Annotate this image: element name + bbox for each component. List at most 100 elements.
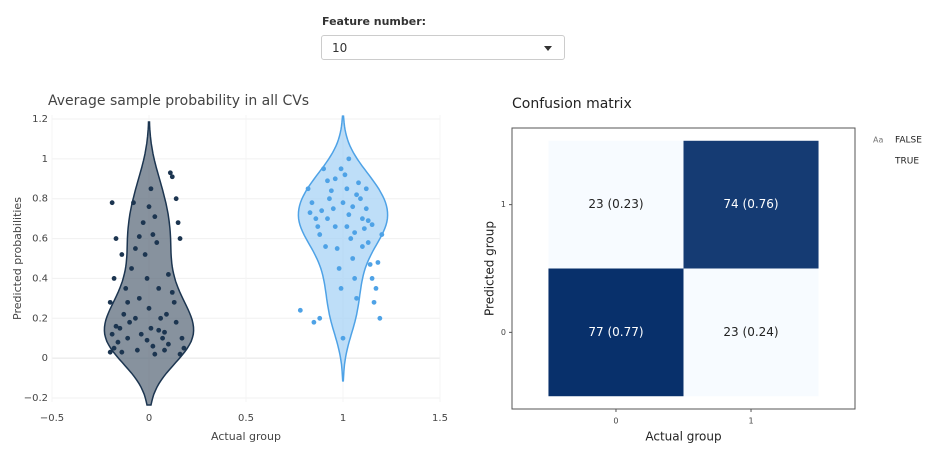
point (340, 335, 346, 341)
point (342, 172, 348, 178)
cell (548, 268, 684, 397)
point (332, 224, 338, 230)
point (146, 305, 152, 311)
point (107, 299, 113, 305)
point (125, 335, 131, 341)
point (297, 307, 303, 313)
point (360, 216, 365, 222)
y-tick-label: 0 (42, 353, 48, 364)
point (350, 204, 356, 210)
point (125, 299, 131, 305)
x-tick-label: 1.5 (432, 413, 448, 424)
point (156, 285, 162, 291)
point (109, 331, 115, 337)
point (148, 186, 154, 192)
chart-title: Confusion matrix (512, 96, 632, 112)
plot-frame (511, 127, 856, 410)
point (177, 236, 183, 241)
point (119, 349, 125, 355)
point (348, 236, 354, 241)
x-tick-label: 1 (340, 413, 346, 424)
x-tick-label: 0 (146, 413, 152, 424)
point (150, 343, 156, 349)
point (377, 315, 383, 321)
point (367, 262, 373, 267)
point (171, 299, 177, 305)
point (133, 246, 138, 251)
y-tick-label: 0.8 (32, 194, 48, 205)
point (379, 232, 385, 237)
cell (683, 140, 819, 269)
point (164, 311, 169, 317)
point (140, 220, 146, 226)
point (344, 224, 350, 230)
point (166, 341, 171, 347)
y-tick-label: 1 (42, 154, 48, 165)
point (134, 347, 140, 353)
point (113, 236, 119, 241)
chart-title: Average sample probability in all CVs (48, 93, 309, 109)
point (352, 276, 358, 281)
point (113, 323, 119, 329)
point (338, 166, 344, 172)
point (136, 295, 142, 301)
point (152, 214, 158, 220)
point (142, 252, 148, 257)
point (325, 216, 330, 222)
point (361, 226, 367, 232)
point (311, 319, 317, 325)
point (173, 319, 179, 325)
point (321, 166, 326, 172)
point (123, 285, 129, 291)
legend-key: Aa (873, 136, 883, 145)
point (307, 210, 313, 216)
point (136, 234, 142, 239)
violin (297, 115, 389, 382)
cell-label: 77 (0.77) (588, 325, 643, 339)
point (373, 285, 379, 291)
point (133, 315, 138, 321)
cell (683, 268, 819, 397)
x-tick-label: −0.5 (40, 413, 64, 424)
point (323, 244, 328, 249)
point (313, 216, 319, 222)
point (117, 325, 123, 331)
y-tick-label: 0 (501, 328, 506, 337)
point (369, 222, 375, 228)
point (346, 156, 352, 162)
point (148, 325, 154, 331)
point (338, 285, 344, 291)
point (111, 345, 117, 351)
point (127, 319, 132, 325)
cell-label: 74 (0.76) (723, 197, 778, 211)
dropdown-caret[interactable] (544, 46, 552, 51)
point (356, 180, 361, 186)
y-tick-label: −0.2 (24, 393, 48, 404)
point (317, 232, 323, 237)
y-tick-label: 0.4 (32, 273, 48, 284)
point (344, 186, 350, 192)
point (173, 196, 179, 202)
point (129, 266, 134, 271)
point (330, 206, 336, 212)
point (317, 315, 323, 321)
point (336, 266, 342, 271)
point (156, 327, 162, 333)
point (162, 329, 167, 335)
point (332, 176, 338, 182)
dropdown[interactable]: 10 (321, 35, 565, 60)
cell-label: 23 (0.23) (588, 197, 643, 211)
point (358, 196, 363, 202)
point (365, 240, 371, 245)
point (369, 276, 375, 281)
point (325, 178, 330, 184)
y-axis-title: Predicted probabilities (11, 197, 24, 320)
y-tick-label: 1.2 (32, 114, 48, 125)
point (363, 206, 369, 212)
point (346, 212, 352, 218)
point (169, 289, 175, 295)
point (169, 174, 175, 180)
dropdown-value[interactable]: 10 (332, 41, 348, 55)
point (354, 295, 359, 301)
